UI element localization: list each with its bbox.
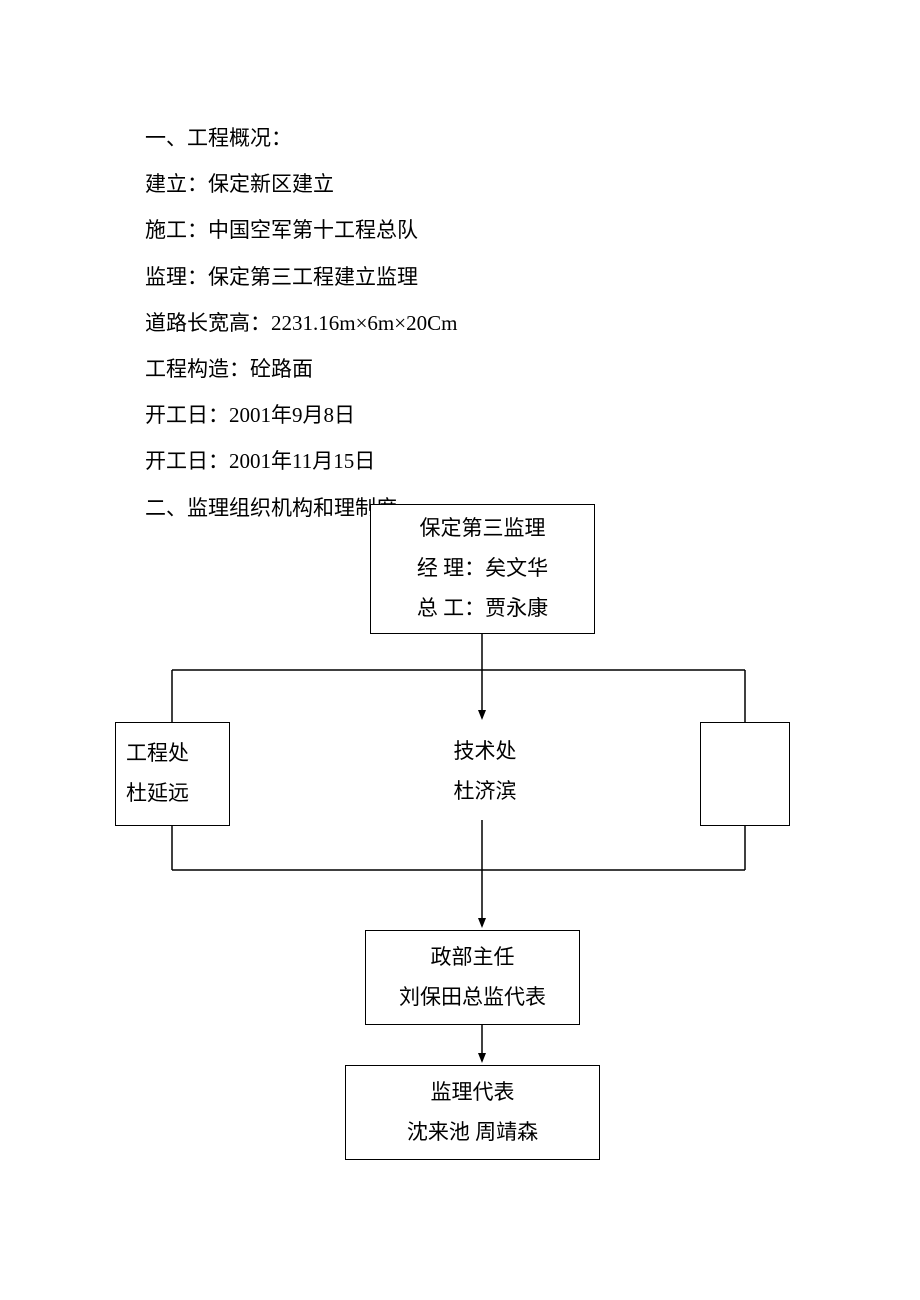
- node-right: [700, 722, 790, 826]
- node-line: 政部主任: [431, 938, 515, 978]
- node-mid: 技术处 杜济滨: [420, 732, 550, 812]
- node-line: 总 工：贾永康: [417, 589, 548, 629]
- node-line: 监理代表: [431, 1073, 515, 1113]
- node-left: 工程处 杜延远: [115, 722, 230, 826]
- node-line: 杜延远: [126, 774, 189, 814]
- org-flowchart: 保定第三监理 经 理：矣文华 总 工：贾永康 工程处 杜延远 技术处 杜济滨 政…: [0, 0, 920, 1300]
- node-dept: 政部主任 刘保田总监代表: [365, 930, 580, 1025]
- node-line: 刘保田总监代表: [399, 978, 546, 1018]
- node-line: 杜济滨: [420, 772, 550, 812]
- node-line: 保定第三监理: [420, 509, 546, 549]
- node-line: 经 理：矣文华: [417, 549, 548, 589]
- node-top: 保定第三监理 经 理：矣文华 总 工：贾永康: [370, 504, 595, 634]
- node-line: 技术处: [420, 732, 550, 772]
- node-line: 沈来池 周靖森: [407, 1113, 538, 1153]
- node-line: 工程处: [126, 734, 189, 774]
- node-bottom: 监理代表 沈来池 周靖森: [345, 1065, 600, 1160]
